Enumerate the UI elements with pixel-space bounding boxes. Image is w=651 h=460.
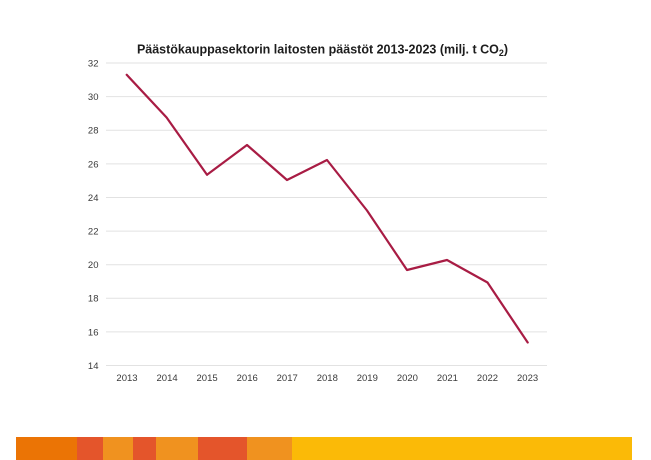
svg-text:32: 32: [88, 58, 99, 69]
svg-text:2020: 2020: [397, 373, 418, 384]
svg-text:18: 18: [88, 294, 99, 305]
svg-text:2014: 2014: [157, 373, 178, 384]
svg-text:2018: 2018: [317, 373, 338, 384]
svg-text:2017: 2017: [277, 373, 298, 384]
svg-text:2021: 2021: [437, 373, 458, 384]
svg-text:2019: 2019: [357, 373, 378, 384]
svg-text:30: 30: [88, 92, 99, 103]
svg-text:2016: 2016: [237, 373, 258, 384]
svg-text:2015: 2015: [197, 373, 218, 384]
svg-text:Päästökauppasektorin laitosten: Päästökauppasektorin laitosten päästöt 2…: [137, 43, 508, 59]
svg-text:2013: 2013: [116, 373, 137, 384]
svg-text:2022: 2022: [477, 373, 498, 384]
svg-text:2023: 2023: [517, 373, 538, 384]
svg-text:28: 28: [88, 126, 99, 137]
svg-text:20: 20: [88, 260, 99, 271]
svg-text:16: 16: [88, 327, 99, 338]
svg-text:14: 14: [88, 361, 99, 372]
svg-text:24: 24: [88, 193, 99, 204]
svg-text:26: 26: [88, 159, 99, 170]
svg-text:22: 22: [88, 227, 99, 238]
